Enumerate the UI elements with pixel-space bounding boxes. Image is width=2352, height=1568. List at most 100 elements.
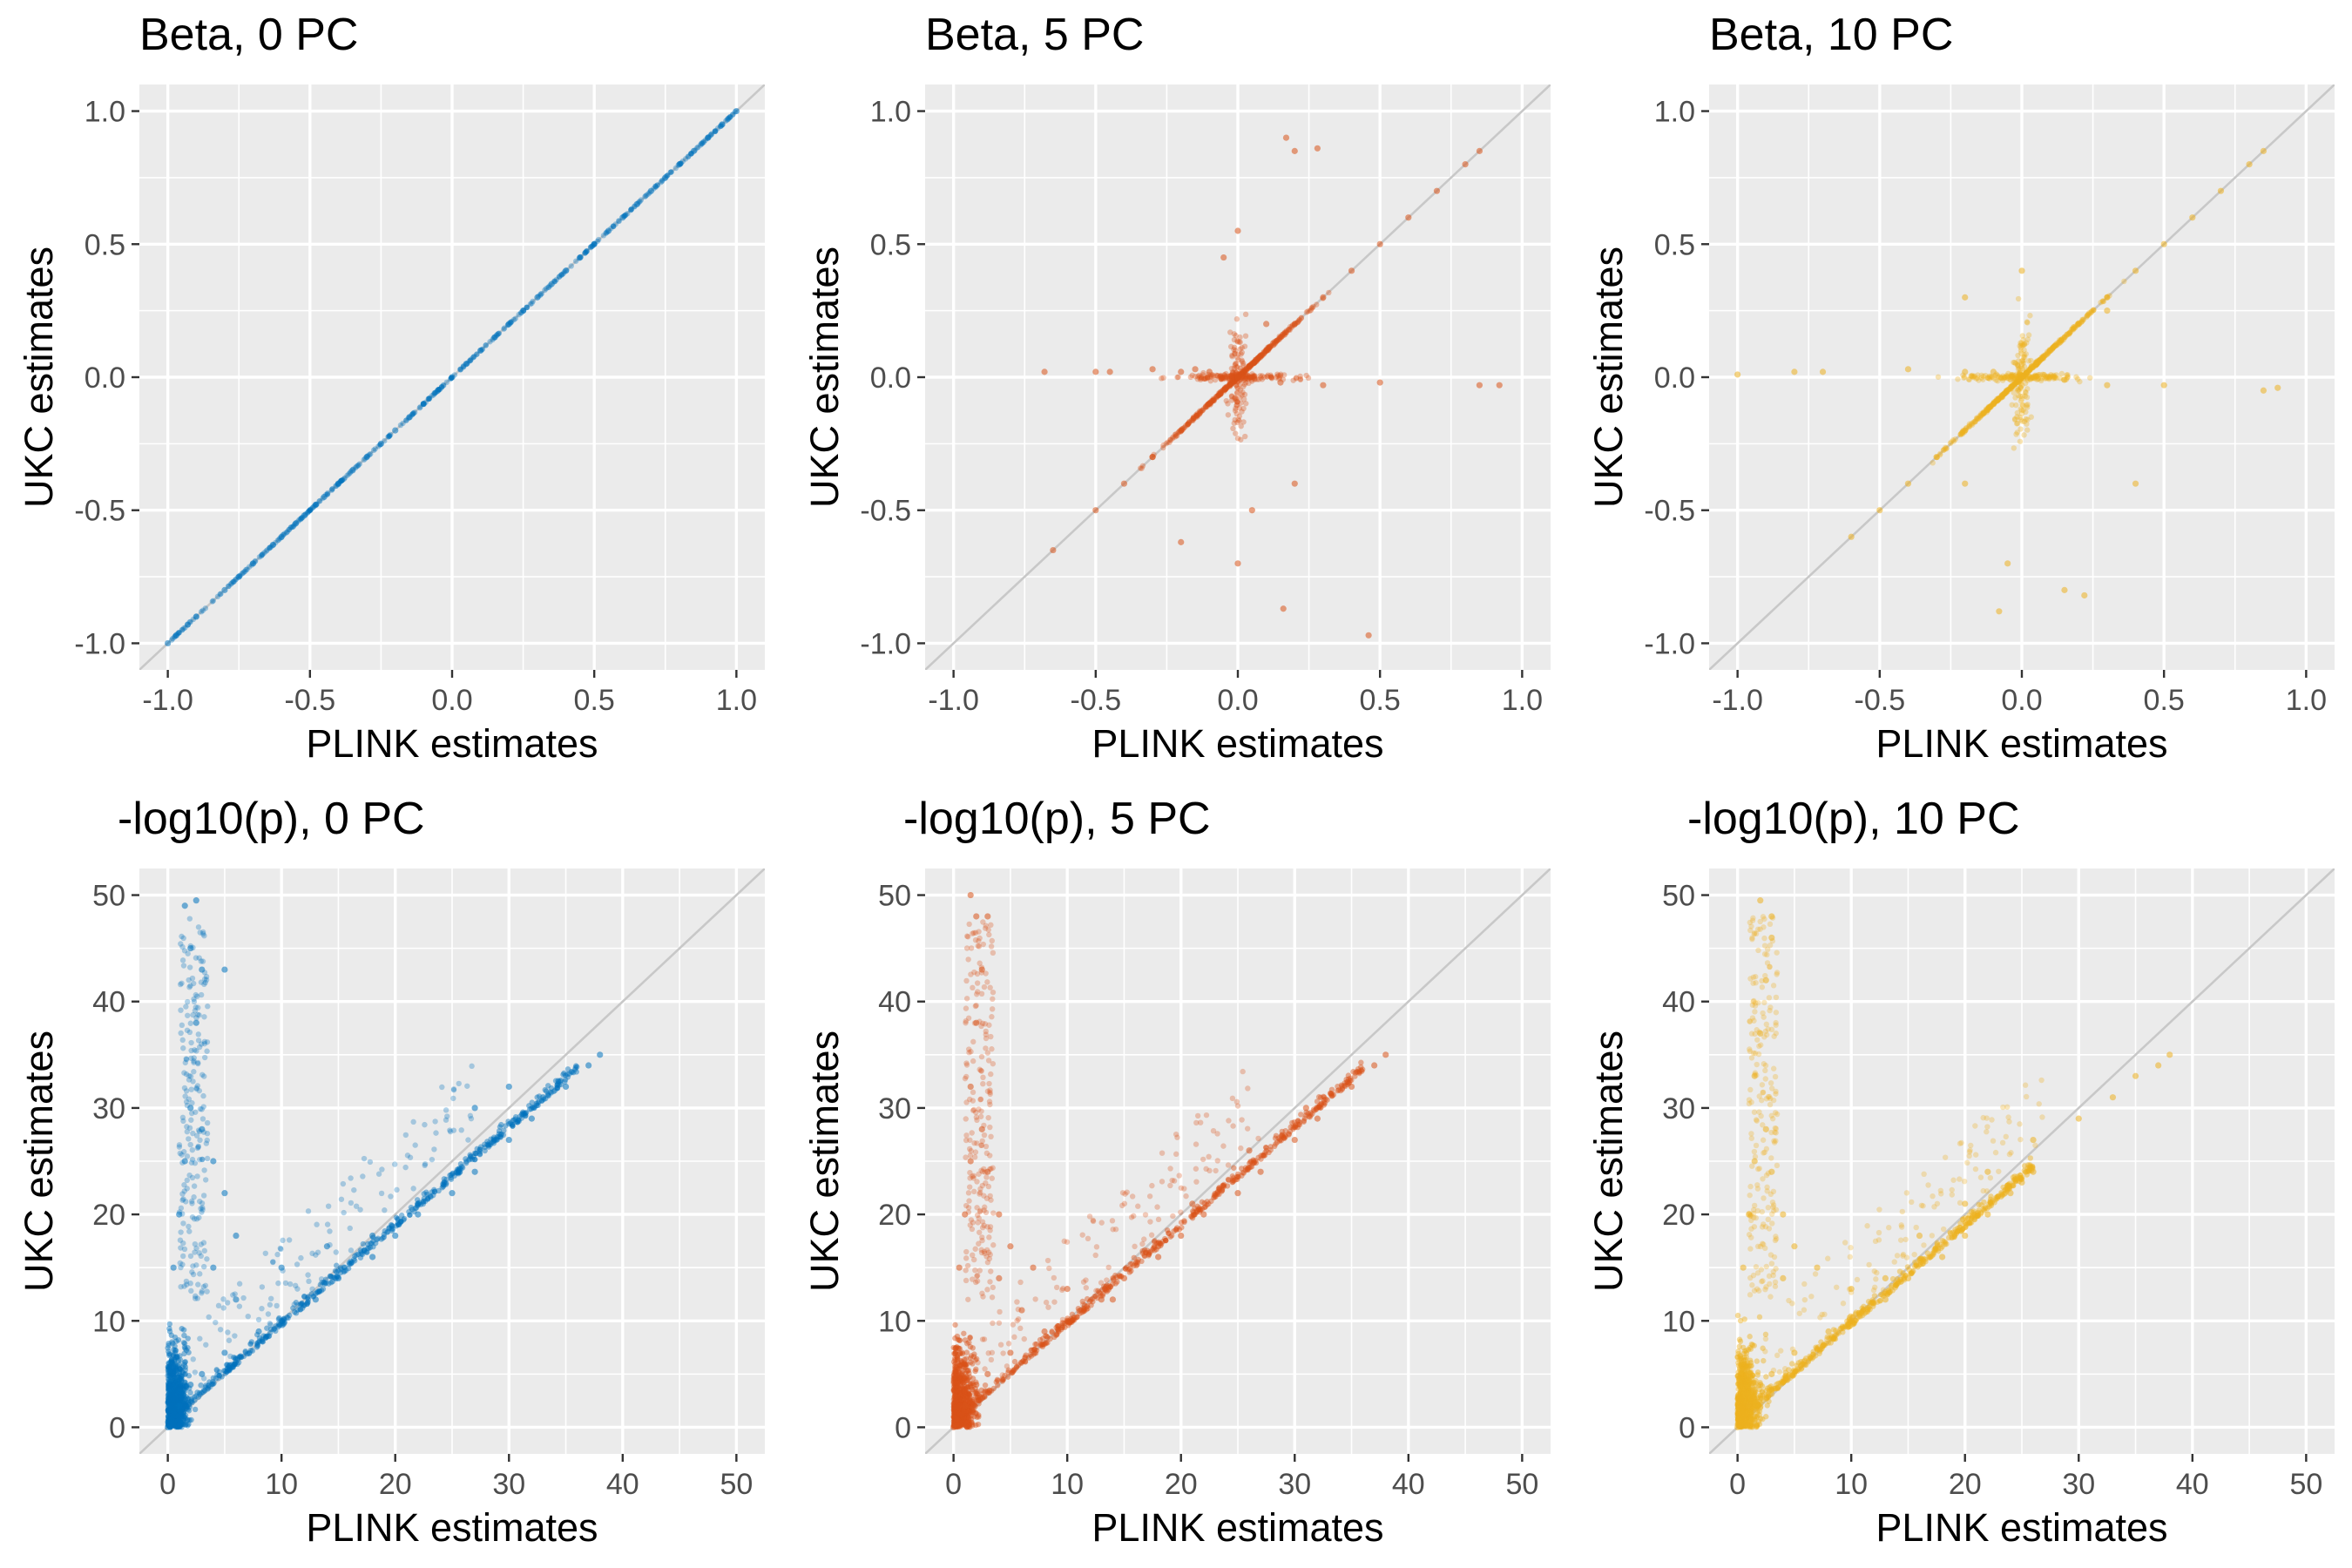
cloud-point bbox=[2009, 383, 2015, 389]
cloud-point bbox=[2037, 356, 2044, 362]
cloud-point bbox=[256, 1335, 263, 1342]
cloud-point bbox=[193, 991, 199, 998]
cloud-point bbox=[2011, 389, 2017, 395]
cloud-point bbox=[950, 1344, 956, 1351]
cloud-point bbox=[1966, 376, 1972, 383]
cloud-point bbox=[166, 1399, 172, 1406]
cloud-point bbox=[244, 1350, 251, 1357]
cloud-point bbox=[168, 1407, 174, 1413]
cloud-point bbox=[214, 593, 221, 600]
cloud-point bbox=[951, 1414, 958, 1420]
cloud-point bbox=[533, 1100, 540, 1106]
cloud-point bbox=[2013, 379, 2019, 386]
cloud-point bbox=[990, 1242, 997, 1248]
cloud-point bbox=[179, 1197, 186, 1203]
cloud-point bbox=[1200, 375, 1207, 382]
cloud-point bbox=[496, 1133, 502, 1140]
cloud-point bbox=[2019, 342, 2026, 348]
cloud-point bbox=[167, 1374, 174, 1381]
cloud-point bbox=[182, 1403, 188, 1409]
cloud-point bbox=[987, 1124, 993, 1131]
cloud-point bbox=[1166, 439, 1173, 445]
cloud-point bbox=[168, 1370, 174, 1376]
cloud-point bbox=[463, 1159, 470, 1165]
cloud-point bbox=[1247, 375, 1254, 382]
cloud-point bbox=[167, 1394, 173, 1400]
cloud-point bbox=[1227, 382, 1233, 389]
cloud-point bbox=[170, 1409, 176, 1416]
cloud-point bbox=[304, 1299, 311, 1305]
cloud-point bbox=[2021, 363, 2028, 370]
cloud-point bbox=[1303, 309, 1310, 315]
cloud-point bbox=[2098, 300, 2104, 306]
x-tick-label: 0.0 bbox=[431, 684, 472, 717]
cloud-point bbox=[956, 1416, 963, 1423]
cloud-point bbox=[484, 1139, 490, 1145]
cloud-point bbox=[2011, 381, 2017, 387]
cloud-point bbox=[195, 924, 202, 930]
cloud-point bbox=[1231, 344, 1238, 351]
cloud-point bbox=[1974, 416, 1980, 422]
cloud-point bbox=[1310, 303, 1316, 310]
cloud-point bbox=[259, 551, 265, 558]
cloud-point bbox=[2051, 372, 2057, 379]
cloud-point bbox=[989, 937, 995, 944]
cloud-point bbox=[177, 1366, 183, 1372]
cloud-point bbox=[176, 1370, 182, 1376]
cloud-point bbox=[1297, 376, 1304, 383]
cloud-point bbox=[1233, 382, 1240, 388]
cloud-point bbox=[1217, 390, 1224, 397]
cloud-point bbox=[1227, 375, 1233, 382]
cloud-point bbox=[304, 1301, 310, 1308]
cloud-point bbox=[229, 1362, 235, 1368]
cloud-point bbox=[1242, 333, 1249, 339]
cloud-point bbox=[166, 1360, 172, 1366]
cloud-point bbox=[182, 1364, 189, 1370]
cloud-point bbox=[1975, 372, 1981, 378]
cloud-point bbox=[965, 956, 971, 963]
cloud-point bbox=[490, 1136, 497, 1142]
cloud-point bbox=[1281, 332, 1288, 338]
cloud-point bbox=[401, 1217, 407, 1223]
cloud-point bbox=[951, 1408, 957, 1415]
cloud-point bbox=[186, 1402, 193, 1408]
cloud-point bbox=[2058, 336, 2065, 343]
cloud-point bbox=[561, 1070, 567, 1077]
cloud-point bbox=[179, 1413, 186, 1419]
cloud-point bbox=[172, 1377, 178, 1384]
cloud-point bbox=[1231, 331, 1238, 337]
cloud-point bbox=[1287, 327, 1293, 334]
cloud-point bbox=[166, 1402, 172, 1409]
cloud-point bbox=[188, 1198, 195, 1205]
cloud-point bbox=[379, 1166, 385, 1173]
cloud-point bbox=[1239, 392, 1245, 398]
cloud-point bbox=[1236, 413, 1243, 419]
cloud-point bbox=[173, 1395, 180, 1401]
cloud-point bbox=[170, 1413, 176, 1419]
cloud-point bbox=[982, 1250, 988, 1257]
cloud-point bbox=[501, 1127, 507, 1134]
cloud-point bbox=[204, 1131, 211, 1137]
cloud-point bbox=[171, 1392, 178, 1399]
cloud-point bbox=[1227, 382, 1234, 388]
cloud-point bbox=[961, 1421, 968, 1428]
cloud-point bbox=[170, 1415, 177, 1421]
cloud-point bbox=[166, 1407, 172, 1414]
cloud-point bbox=[2036, 358, 2042, 364]
cloud-point bbox=[210, 1381, 216, 1388]
cloud-point bbox=[426, 395, 433, 402]
cloud-point bbox=[465, 1137, 471, 1143]
cloud-point bbox=[174, 1354, 180, 1360]
cloud-point bbox=[644, 192, 650, 198]
cloud-point bbox=[183, 1399, 190, 1406]
cloud-point bbox=[2060, 336, 2067, 343]
cloud-point bbox=[981, 983, 988, 990]
cloud-point bbox=[166, 1348, 172, 1355]
cloud-point bbox=[950, 1400, 957, 1407]
cloud-point bbox=[431, 1186, 437, 1193]
cloud-point bbox=[201, 1167, 207, 1173]
data-layer bbox=[139, 84, 765, 670]
cloud-point bbox=[2020, 342, 2026, 348]
cloud-point bbox=[191, 1069, 197, 1075]
cloud-point bbox=[266, 1333, 272, 1340]
